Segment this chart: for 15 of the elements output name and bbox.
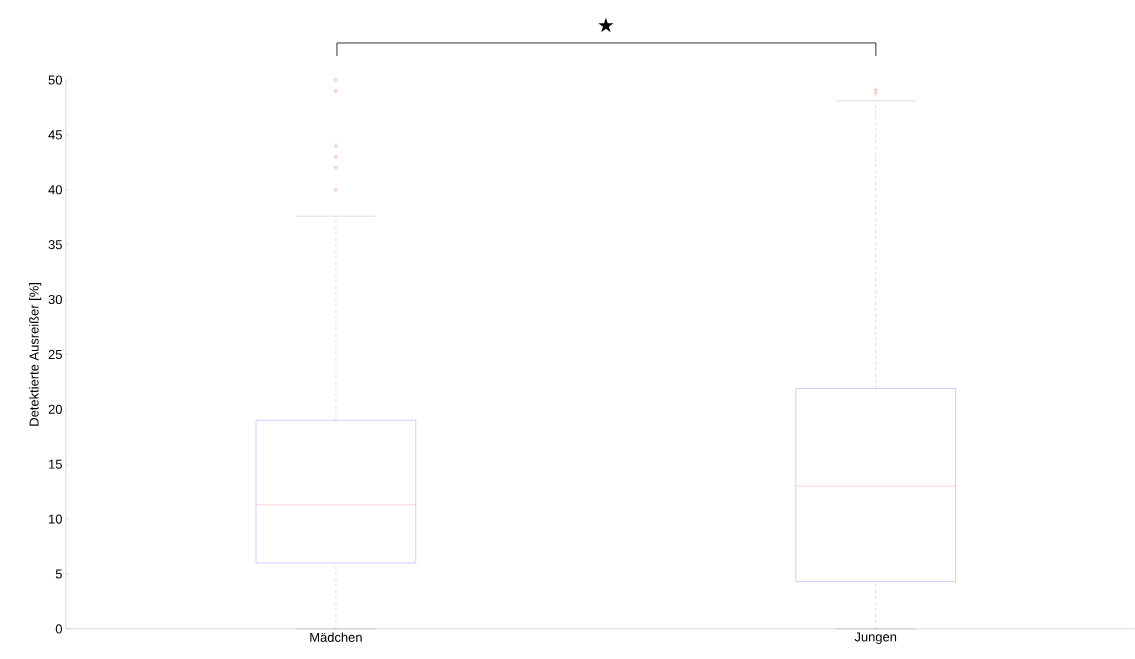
- y-tick-label: 45: [48, 130, 62, 140]
- y-tick-label: 20: [48, 404, 62, 414]
- x-tick-label: Jungen: [854, 632, 897, 645]
- y-tick-label: 15: [49, 459, 62, 469]
- y-tick-label: 35: [48, 240, 62, 250]
- y-tick-label: 0: [55, 624, 62, 634]
- x-tick-label: Mädchen: [310, 632, 362, 642]
- y-tick-label: 25: [48, 349, 62, 360]
- text: ★: [598, 17, 614, 33]
- y-tick-label: 30: [48, 295, 62, 305]
- y-tick-label: 5: [55, 569, 62, 579]
- y-tick-label: 40: [48, 185, 62, 195]
- y-tick-label: 50: [48, 75, 62, 85]
- y-axis-title: Detektierte Ausreißer [%]: [29, 283, 42, 426]
- y-tick-label: 10: [49, 514, 62, 524]
